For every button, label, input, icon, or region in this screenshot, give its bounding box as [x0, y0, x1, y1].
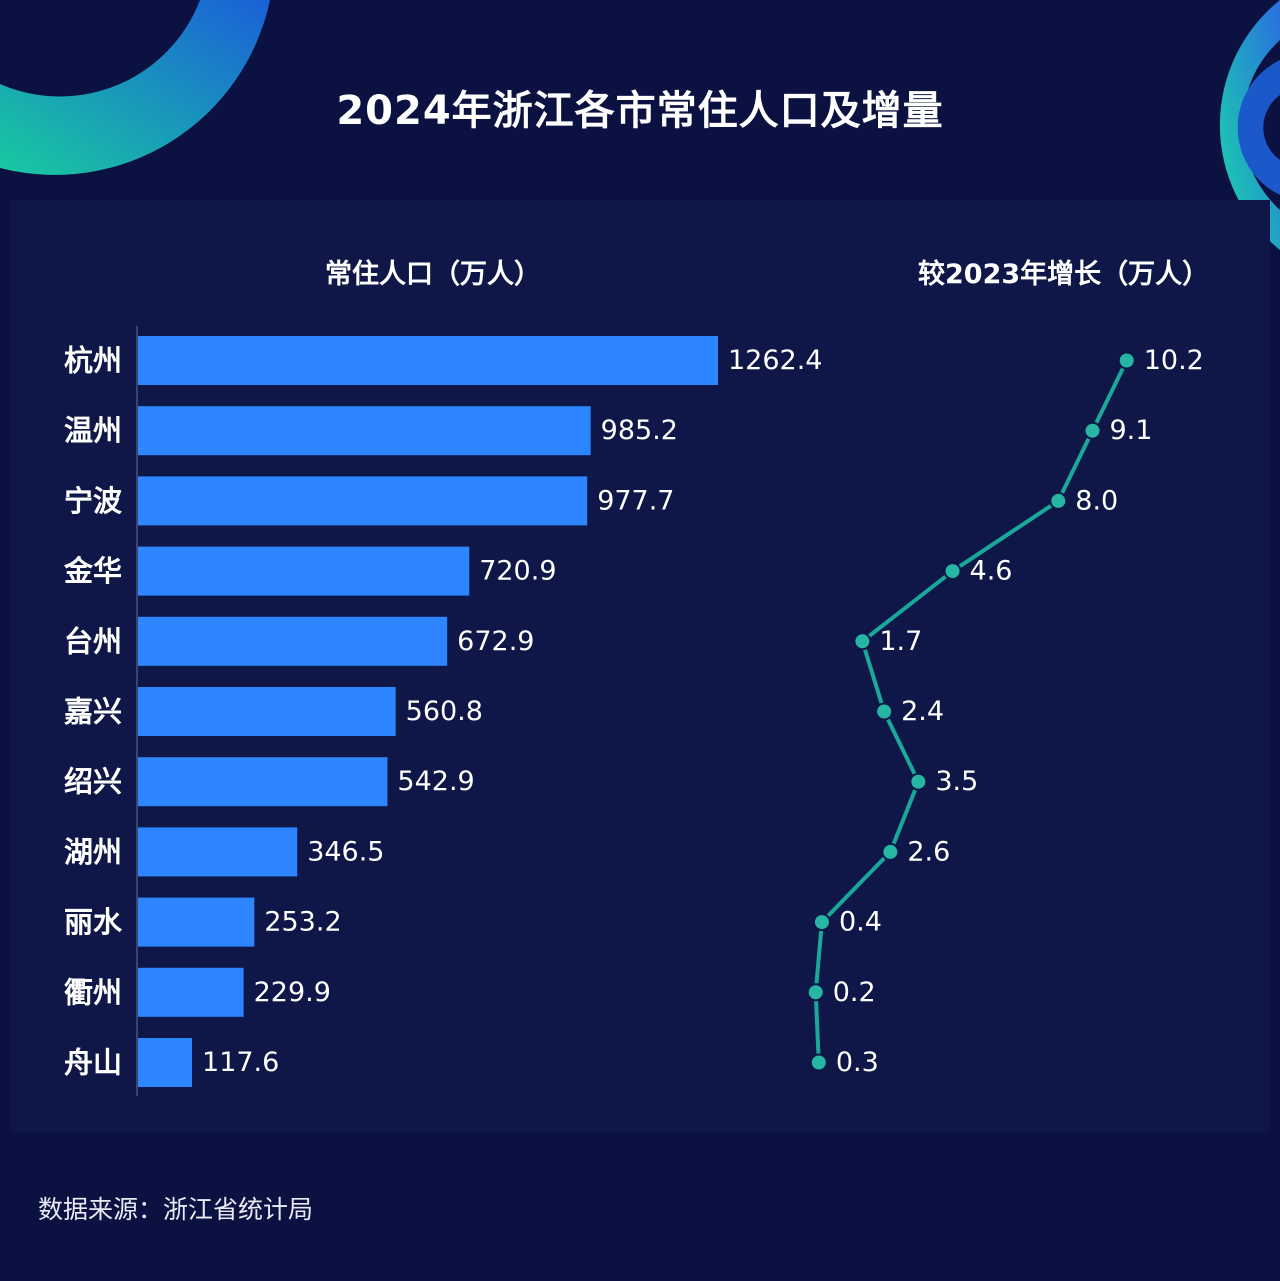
category-label: 杭州 — [64, 344, 122, 378]
growth-point — [909, 772, 928, 791]
growth-value-label: 1.7 — [879, 626, 922, 657]
bar-value-label: 346.5 — [307, 836, 384, 867]
bar — [138, 757, 388, 807]
bar — [138, 687, 396, 736]
bar — [138, 476, 588, 526]
growth-value-label: 8.0 — [1075, 485, 1118, 516]
category-label: 温州 — [64, 414, 122, 448]
bar — [138, 616, 448, 666]
bar-value-label: 542.9 — [397, 766, 474, 797]
growth-value-label: 0.2 — [833, 977, 876, 1008]
growth-point — [812, 913, 831, 932]
growth-value-label: 9.1 — [1110, 415, 1153, 446]
category-label: 丽水 — [64, 905, 123, 939]
growth-value-label: 0.4 — [839, 907, 882, 938]
growth-series: 10.2 9.1 8.0 4.6 1.7 2.4 3.5 2.6 0.4 0.2 0.3 — [806, 345, 1204, 1078]
bar — [138, 897, 255, 947]
bar — [138, 1038, 193, 1087]
growth-line — [813, 359, 1129, 1063]
category-label: 湖州 — [64, 835, 122, 869]
growth-value-label: 10.2 — [1144, 345, 1204, 376]
bar — [138, 827, 298, 877]
growth-value-label: 2.6 — [907, 836, 950, 867]
bar-value-label: 985.2 — [601, 415, 678, 446]
growth-point — [943, 562, 962, 581]
bar — [138, 967, 244, 1017]
growth-point — [875, 702, 894, 721]
category-label: 金华 — [63, 554, 122, 588]
bar-series: 杭州 1262.4 温州 985.2 宁波 977.7 金华 720.9 台州 672.9 嘉兴 56… — [63, 336, 822, 1087]
bar-chart-title: 常住人口（万人） — [325, 259, 541, 290]
category-label: 绍兴 — [64, 765, 122, 799]
bar-value-label: 560.8 — [406, 696, 483, 727]
category-label: 宁波 — [64, 484, 123, 518]
growth-point — [806, 983, 825, 1002]
category-label: 台州 — [64, 624, 122, 658]
bar — [138, 406, 591, 456]
category-label: 嘉兴 — [64, 695, 122, 729]
growth-value-label: 2.4 — [901, 696, 944, 727]
growth-point — [1083, 421, 1102, 440]
bar-value-label: 1262.4 — [728, 345, 822, 376]
bar-value-label: 720.9 — [479, 556, 556, 587]
category-label: 舟山 — [64, 1046, 122, 1080]
decorative-arc-top-left — [0, 0, 270, 175]
data-source-note: 数据来源：浙江省统计局 — [38, 1195, 314, 1224]
line-chart-title: 较2023年增长（万人） — [918, 259, 1210, 290]
bar-value-label: 672.9 — [457, 626, 534, 657]
bar-value-label: 977.7 — [597, 485, 674, 516]
growth-value-label: 0.3 — [836, 1047, 879, 1078]
growth-point — [1117, 351, 1136, 370]
growth-value-label: 4.6 — [970, 556, 1013, 587]
bar-value-label: 253.2 — [264, 907, 341, 938]
chart-title: 2024年浙江各市常住人口及增量 — [336, 88, 944, 134]
category-label: 衢州 — [64, 975, 122, 1009]
bar — [138, 336, 718, 385]
decorative-arc-top-right — [1219, 0, 1280, 250]
growth-point — [853, 632, 872, 651]
bar-value-label: 117.6 — [202, 1047, 279, 1078]
growth-point — [809, 1053, 828, 1072]
growth-value-label: 3.5 — [935, 766, 978, 797]
growth-point — [881, 842, 900, 861]
growth-point — [1049, 491, 1068, 510]
bar-value-label: 229.9 — [254, 977, 331, 1008]
bar — [138, 546, 470, 596]
